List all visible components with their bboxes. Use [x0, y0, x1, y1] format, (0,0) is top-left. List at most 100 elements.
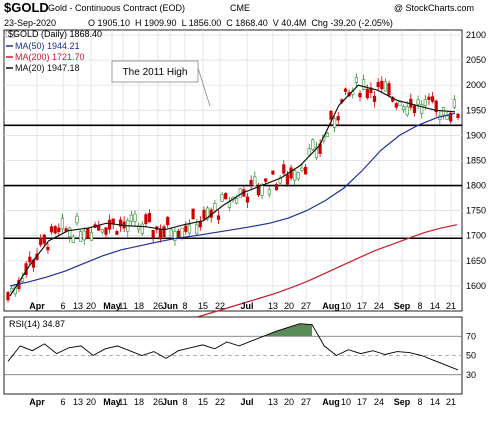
x-tick-label: 11	[118, 397, 127, 407]
x-tick-label: Apr	[29, 397, 45, 407]
x-tick-label: 15	[198, 397, 208, 407]
rsi-grid	[4, 335, 462, 376]
rsi-title: RSI(14) 34.87	[9, 319, 65, 329]
x-tick-label: 15	[198, 301, 208, 311]
candle-body	[369, 87, 373, 93]
candle-body	[162, 226, 166, 237]
candle-body	[100, 229, 104, 233]
ma-line-0	[9, 112, 456, 287]
legend-ma200: MA(200) 1721.70	[15, 52, 85, 62]
legend: $GOLD (Daily) 1868.40 MA(50) 1944.21 MA(…	[5, 29, 102, 73]
x-tick-label: 22	[215, 397, 225, 407]
candle-body	[68, 227, 72, 238]
candle-body	[380, 80, 384, 90]
instrument-name: Gold - Continuous Contract (EOD)	[48, 3, 185, 13]
candle-body	[267, 189, 271, 195]
x-tick-label: 26	[153, 301, 163, 311]
candle-body	[387, 83, 391, 96]
candle-body	[133, 213, 137, 222]
candle-body	[427, 96, 431, 100]
candle-body	[329, 111, 333, 120]
price-y-tick-label: 1600	[466, 281, 486, 291]
candle-body	[311, 139, 315, 150]
candle-body	[115, 231, 119, 235]
candle-body	[398, 101, 402, 106]
rsi-panel	[3, 316, 463, 395]
x-tick-label: 24	[374, 397, 384, 407]
candle-body	[60, 217, 64, 230]
candle-body	[220, 194, 224, 202]
candle-body	[456, 113, 460, 118]
candle-body	[20, 278, 25, 282]
x-tick-label: 8	[182, 301, 187, 311]
x-tick-label: 21	[446, 397, 456, 407]
x-tick-label: 20	[86, 397, 96, 407]
candle-body	[336, 116, 340, 121]
candle-body	[82, 230, 86, 241]
stats-line: O 1905.10 H 1909.90 L 1856.00 C 1868.40 …	[88, 18, 393, 28]
candle-body	[97, 225, 101, 231]
x-tick-label: 26	[153, 397, 163, 407]
candle-body	[325, 132, 330, 137]
x-tick-label: Sep	[394, 301, 411, 311]
candle-body	[245, 196, 250, 203]
x-tick-label: Jul	[240, 301, 253, 311]
x-tick-label: 10	[341, 301, 351, 311]
candle-body	[296, 171, 300, 180]
x-tick-label: Jun	[162, 301, 178, 311]
x-tick-label: 20	[284, 301, 294, 311]
x-tick-label: 17	[357, 301, 367, 311]
candle-body	[271, 170, 275, 175]
candle-body	[332, 118, 337, 128]
x-tick-label: Aug	[322, 301, 340, 311]
candle-body	[53, 226, 57, 234]
annotation-2011-high: The 2011 High	[111, 60, 211, 107]
annotation-text: The 2011 High	[123, 67, 188, 78]
x-tick-label: 10	[341, 397, 351, 407]
candle-body	[213, 203, 217, 212]
candle-body	[449, 112, 453, 122]
candle-body	[28, 256, 32, 263]
candle-body	[264, 178, 268, 182]
chart-date: 23-Sep-2020	[4, 18, 56, 28]
candle-body	[39, 237, 43, 246]
candle-body	[166, 216, 170, 226]
x-tick-label: 17	[357, 397, 367, 407]
candle-body	[253, 176, 257, 187]
candle-body	[89, 232, 94, 241]
candle-body	[235, 198, 239, 204]
candle-body	[238, 188, 242, 198]
candle-body	[108, 219, 112, 230]
candle-body	[129, 214, 134, 222]
candle-body	[49, 226, 54, 233]
price-y-tick-label: 1800	[466, 181, 486, 191]
x-tick-label: 20	[86, 301, 96, 311]
candle-body	[361, 79, 366, 90]
ma-line-2	[9, 84, 456, 297]
x-tick-label: 22	[215, 301, 225, 311]
x-tick-label: 13	[268, 397, 278, 407]
candle-body	[198, 221, 202, 228]
x-tick-label: 6	[60, 397, 65, 407]
candle-body	[416, 99, 420, 105]
price-y-tick-label: 1900	[466, 130, 486, 140]
x-tick-label: 20	[284, 397, 294, 407]
x-tick-label: Aug	[322, 397, 340, 407]
x-tick-label: 27	[301, 397, 311, 407]
x-tick-label: Apr	[29, 301, 45, 311]
x-tick-label: 24	[374, 301, 384, 311]
candle-body	[206, 207, 210, 220]
candle-body	[452, 99, 457, 108]
x-tick-label: 13	[268, 301, 278, 311]
rsi-y-tick-label: 50	[466, 351, 476, 361]
legend-ma50: MA(50) 1944.21	[15, 41, 80, 51]
candle-body	[177, 230, 181, 238]
price-y-tick-label: 1950	[466, 105, 486, 115]
candle-body	[10, 288, 14, 293]
rsi-overbought-fill	[263, 323, 313, 337]
candle-body	[46, 246, 50, 251]
candle-body	[216, 215, 221, 220]
